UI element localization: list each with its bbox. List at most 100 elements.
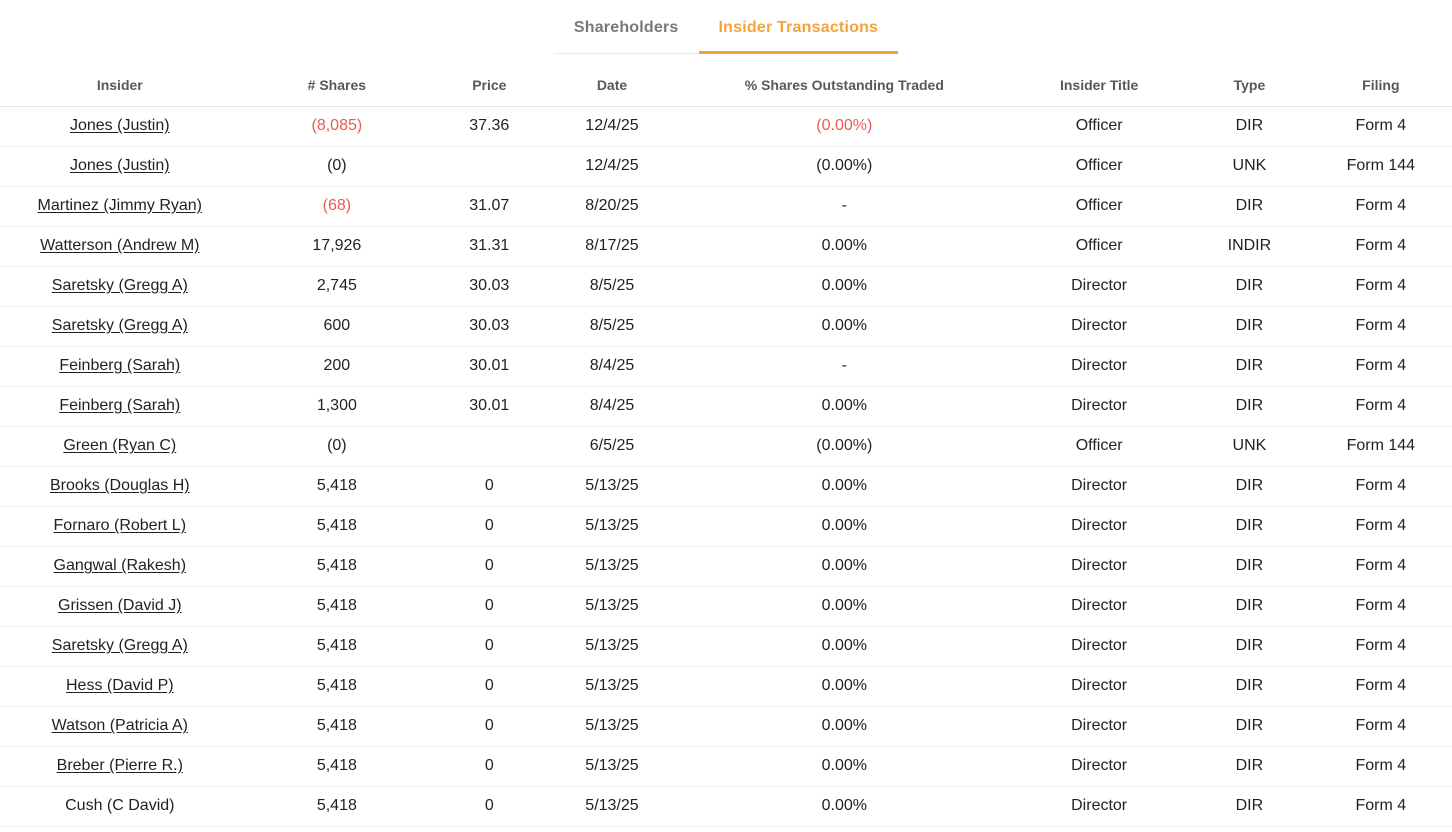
date-value: 5/13/25 — [544, 506, 680, 547]
insider-title-value: Officer — [1009, 186, 1190, 227]
insider-title-value: Director — [1009, 666, 1190, 707]
insider-cell: Saretsky (Gregg A) — [0, 306, 240, 347]
insider-cell: Green (Ryan C) — [0, 426, 240, 467]
type-value: DIR — [1189, 306, 1310, 347]
table-row: Watterson (Andrew M) 17,926 31.31 8/17/25 0.… — [0, 226, 1452, 267]
insider-title-value: Director — [1009, 626, 1190, 667]
type-value: INDIR — [1189, 226, 1310, 267]
filing-value: Form 4 — [1309, 506, 1452, 547]
tab-shareholders[interactable]: Shareholders — [553, 13, 699, 54]
shares-value: 200 — [239, 346, 435, 387]
table-row: Cush (C David) 5,418 0 5/13/25 0.00% Director… — [0, 786, 1452, 827]
price-value: 0 — [434, 626, 545, 667]
pct-shares-outstanding-value: 0.00% — [679, 546, 1010, 587]
insider-link[interactable]: Martinez (Jimmy Ryan) — [37, 197, 203, 214]
table-row: Breber (Pierre R.) 5,418 0 5/13/25 0.00% Dire… — [0, 746, 1452, 787]
insider-link[interactable]: Fornaro (Robert L) — [53, 517, 187, 534]
date-value: 5/13/25 — [544, 466, 680, 507]
pct-shares-outstanding-value: 0.00% — [679, 506, 1010, 547]
insider-title-value: Officer — [1009, 426, 1190, 467]
insider-link[interactable]: Feinberg (Sarah) — [59, 357, 181, 374]
table-row: Gangwal (Rakesh) 5,418 0 5/13/25 0.00% Direct… — [0, 546, 1452, 587]
date-value: 6/5/25 — [544, 426, 680, 467]
column-header-insider: Insider — [0, 65, 240, 107]
shares-value: (0) — [239, 146, 435, 187]
price-value: 31.31 — [434, 226, 545, 267]
filing-value: Form 4 — [1309, 186, 1452, 227]
type-value: DIR — [1189, 746, 1310, 787]
insider-link[interactable]: Hess (David P) — [66, 677, 174, 694]
filing-value: Form 4 — [1309, 706, 1452, 747]
insider-link[interactable]: Watson (Patricia A) — [51, 717, 188, 734]
insider-link[interactable]: Saretsky (Gregg A) — [51, 317, 188, 334]
filing-value: Form 4 — [1309, 346, 1452, 387]
insider-link[interactable]: Brooks (Douglas H) — [49, 477, 190, 494]
insider-title-value: Officer — [1009, 106, 1190, 147]
filing-value: Form 4 — [1309, 546, 1452, 587]
insider-title-value: Director — [1009, 546, 1190, 587]
insider-link[interactable]: Saretsky (Gregg A) — [51, 277, 188, 294]
table-row: Saretsky (Gregg A) 2,745 30.03 8/5/25 0.00% D… — [0, 266, 1452, 307]
pct-shares-outstanding-value: 0.00% — [679, 786, 1010, 827]
insider-link[interactable]: Jones (Justin) — [69, 117, 170, 134]
shares-value: 5,418 — [239, 586, 435, 627]
type-value: DIR — [1189, 386, 1310, 427]
price-value: 30.03 — [434, 266, 545, 307]
insider-title-value: Officer — [1009, 146, 1190, 187]
shares-value: 5,418 — [239, 706, 435, 747]
pct-shares-outstanding-value: - — [679, 346, 1010, 387]
shares-value: 5,418 — [239, 506, 435, 547]
column-header-pct-shares-outstanding-traded: % Shares Outstanding Traded — [679, 65, 1010, 107]
insider-title-value: Director — [1009, 586, 1190, 627]
insider-title-value: Director — [1009, 346, 1190, 387]
date-value: 12/4/25 — [544, 106, 680, 147]
shares-value: 5,418 — [239, 666, 435, 707]
pct-shares-outstanding-value: 0.00% — [679, 306, 1010, 347]
insider-link[interactable]: Jones (Justin) — [69, 157, 170, 174]
insider-link[interactable]: Breber (Pierre R.) — [56, 757, 183, 774]
insider-title-value: Director — [1009, 746, 1190, 787]
type-value: DIR — [1189, 266, 1310, 307]
insider-link[interactable]: Saretsky (Gregg A) — [51, 637, 188, 654]
pct-shares-outstanding-value: 0.00% — [679, 226, 1010, 267]
date-value: 5/13/25 — [544, 746, 680, 787]
date-value: 5/13/25 — [544, 546, 680, 587]
filing-value: Form 4 — [1309, 226, 1452, 267]
insider-link[interactable]: Feinberg (Sarah) — [59, 397, 181, 414]
table-row: Jones (Justin) (0) 12/4/25 (0.00%) Officer UN… — [0, 146, 1452, 187]
insider-cell: Watterson (Andrew M) — [0, 226, 240, 267]
pct-shares-outstanding-value: 0.00% — [679, 266, 1010, 307]
insider-cell: Feinberg (Sarah) — [0, 386, 240, 427]
filing-value: Form 144 — [1309, 146, 1452, 187]
insider-cell: Saretsky (Gregg A) — [0, 266, 240, 307]
price-value: 0 — [434, 666, 545, 707]
price-value: 0 — [434, 586, 545, 627]
type-value: DIR — [1189, 106, 1310, 147]
shares-value: (68) — [239, 186, 435, 227]
insider-cell: Breber (Pierre R.) — [0, 746, 240, 787]
insider-link[interactable]: Green (Ryan C) — [63, 437, 177, 454]
type-value: DIR — [1189, 626, 1310, 667]
price-value: 0 — [434, 466, 545, 507]
tab-insider-transactions[interactable]: Insider Transactions — [698, 13, 899, 54]
insider-title-value: Director — [1009, 706, 1190, 747]
insider-title-value: Director — [1009, 786, 1190, 827]
insider-link[interactable]: Grissen (David J) — [58, 597, 182, 614]
insider-link[interactable]: Watterson (Andrew M) — [40, 237, 200, 254]
date-value: 12/4/25 — [544, 146, 680, 187]
tab-bar: Shareholders Insider Transactions — [0, 0, 1452, 54]
column-header-insider-title: Insider Title — [1009, 65, 1190, 107]
price-value — [434, 146, 545, 187]
insider-title-value: Director — [1009, 266, 1190, 307]
table-row: Saretsky (Gregg A) 600 30.03 8/5/25 0.00% Dir… — [0, 306, 1452, 347]
insider-link[interactable]: Gangwal (Rakesh) — [53, 557, 187, 574]
insider-title-value: Director — [1009, 506, 1190, 547]
pct-shares-outstanding-value: - — [679, 186, 1010, 227]
table-row: Feinberg (Sarah) 1,300 30.01 8/4/25 0.00% Dir… — [0, 386, 1452, 427]
filing-value: Form 4 — [1309, 786, 1452, 827]
price-value: 30.03 — [434, 306, 545, 347]
date-value: 8/5/25 — [544, 306, 680, 347]
insider-cell: Brooks (Douglas H) — [0, 466, 240, 507]
insider-cell: Grissen (David J) — [0, 586, 240, 627]
type-value: DIR — [1189, 186, 1310, 227]
